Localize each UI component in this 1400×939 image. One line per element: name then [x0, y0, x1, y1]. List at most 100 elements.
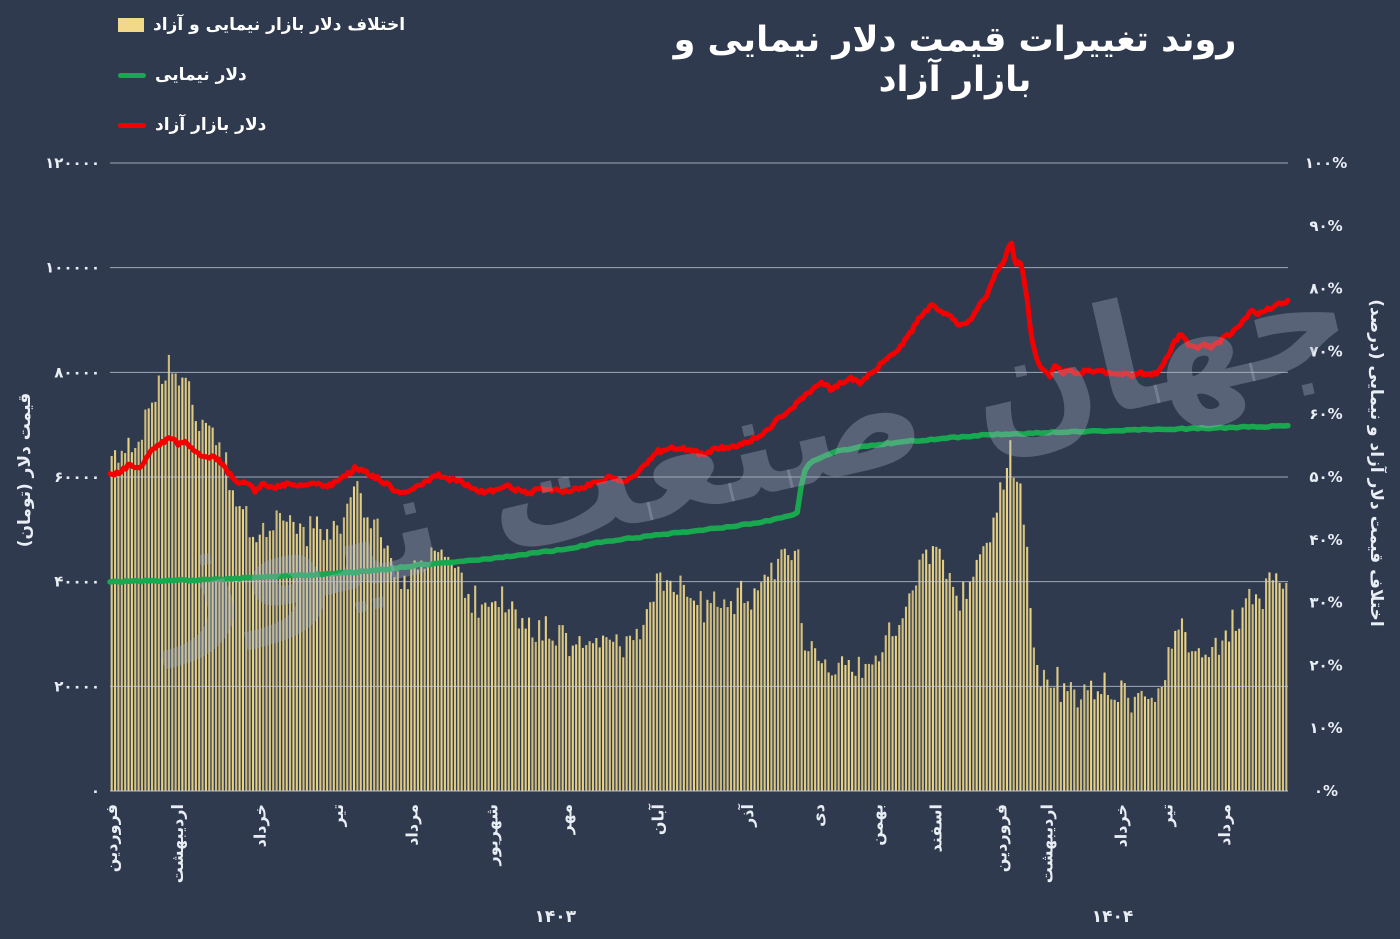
diff-bar	[184, 377, 187, 791]
diff-bar	[999, 482, 1002, 791]
left-axis-title: قیمت دلار (تومان)	[15, 393, 35, 547]
diff-bar	[1093, 699, 1096, 791]
diff-bar	[447, 556, 450, 791]
diff-bar	[750, 609, 753, 791]
diff-bar	[780, 549, 783, 791]
diff-bar	[278, 513, 282, 791]
diff-bar	[884, 635, 887, 791]
diff-bar	[716, 606, 719, 791]
diff-bar	[1207, 657, 1210, 791]
diff-bar	[972, 576, 975, 791]
month-label: فروردین	[991, 804, 1010, 872]
diff-bar	[975, 559, 978, 791]
diff-bar	[1228, 641, 1231, 791]
diff-bar	[1167, 647, 1170, 791]
diff-bar	[312, 528, 315, 791]
diff-bar	[1053, 687, 1056, 791]
diff-bar	[188, 381, 191, 791]
diff-bar	[1123, 683, 1126, 791]
diff-bar	[857, 656, 860, 791]
diff-bar	[736, 587, 739, 791]
diff-bar	[467, 594, 470, 791]
diff-bar	[652, 601, 655, 791]
diff-bar	[285, 521, 288, 791]
diff-bar	[793, 550, 796, 791]
grid-lines	[110, 162, 1288, 792]
diff-bar	[891, 636, 894, 791]
diff-bar	[430, 547, 433, 791]
month-label: دی	[809, 804, 828, 827]
diff-bar	[117, 462, 120, 791]
diff-bar	[245, 506, 248, 791]
diff-bar	[1184, 632, 1187, 791]
diff-bar	[575, 644, 578, 791]
diff-bar	[120, 450, 123, 791]
diff-bar	[507, 609, 510, 791]
diff-bar	[766, 576, 770, 791]
diff-bar	[181, 377, 184, 791]
diff-bar	[565, 633, 568, 791]
diff-bar	[753, 588, 756, 791]
diff-bar	[114, 450, 117, 791]
diff-bar	[1032, 647, 1035, 791]
diff-bar	[214, 445, 218, 791]
right-tick-label: ۶۰%	[1309, 405, 1342, 423]
diff-bar	[1241, 607, 1244, 791]
diff-bar	[1211, 647, 1214, 791]
diff-bar	[861, 677, 864, 791]
diff-bar	[1113, 699, 1116, 791]
diff-bar	[228, 490, 231, 791]
diff-bar	[608, 639, 611, 791]
diff-bar	[763, 574, 766, 791]
diff-bar	[1056, 666, 1059, 791]
legend-item-diff: اختلاف دلار بازار نیمایی و آزاد	[118, 12, 405, 38]
diff-bar	[689, 598, 692, 791]
diff-bar	[453, 568, 457, 791]
left-tick-label: ۱۲۰۰۰۰	[45, 154, 100, 172]
diff-bar	[309, 516, 312, 791]
diff-bar	[908, 593, 911, 791]
diff-bar	[130, 452, 133, 791]
diff-bar	[534, 641, 537, 791]
diff-bar	[931, 546, 934, 791]
diff-bar	[1268, 572, 1271, 791]
diff-bar	[803, 650, 807, 791]
diff-bar	[470, 612, 473, 791]
diff-bar	[191, 404, 194, 791]
diff-bar	[840, 656, 844, 791]
diff-bar	[588, 641, 591, 791]
diff-bar	[696, 605, 699, 791]
month-label: آبان	[648, 803, 668, 835]
diff-bar	[713, 591, 716, 791]
diff-bar	[935, 546, 938, 791]
diff-bar	[541, 640, 544, 791]
diff-bar	[824, 659, 827, 791]
diff-bar	[389, 558, 393, 791]
diff-bar	[1106, 695, 1109, 791]
diff-bar	[874, 655, 877, 791]
diff-bar	[427, 565, 430, 791]
diff-bar	[1201, 657, 1204, 791]
diff-bar	[403, 575, 406, 791]
diff-bar	[1180, 618, 1184, 791]
right-tick-label: ۳۰%	[1309, 594, 1342, 612]
diff-bar	[709, 603, 712, 791]
diff-bar	[342, 517, 345, 791]
diff-bar	[548, 638, 551, 791]
diff-bar	[703, 622, 706, 791]
diff-bar	[423, 568, 426, 791]
diff-bar	[127, 437, 130, 791]
diff-bar	[1012, 477, 1015, 791]
diff-bar	[457, 566, 460, 791]
right-tick-label: ۰%	[1314, 782, 1338, 800]
diff-bar	[433, 550, 436, 791]
right-tick-label: ۹۰%	[1309, 217, 1342, 235]
diff-bar	[554, 645, 558, 791]
diff-bar	[1234, 630, 1237, 791]
diff-bar	[487, 606, 490, 791]
diff-bar	[1214, 637, 1217, 791]
diff-bar	[1130, 712, 1133, 791]
diff-bar	[1147, 699, 1150, 791]
diff-bar	[305, 546, 308, 791]
diff-bar	[225, 452, 228, 791]
